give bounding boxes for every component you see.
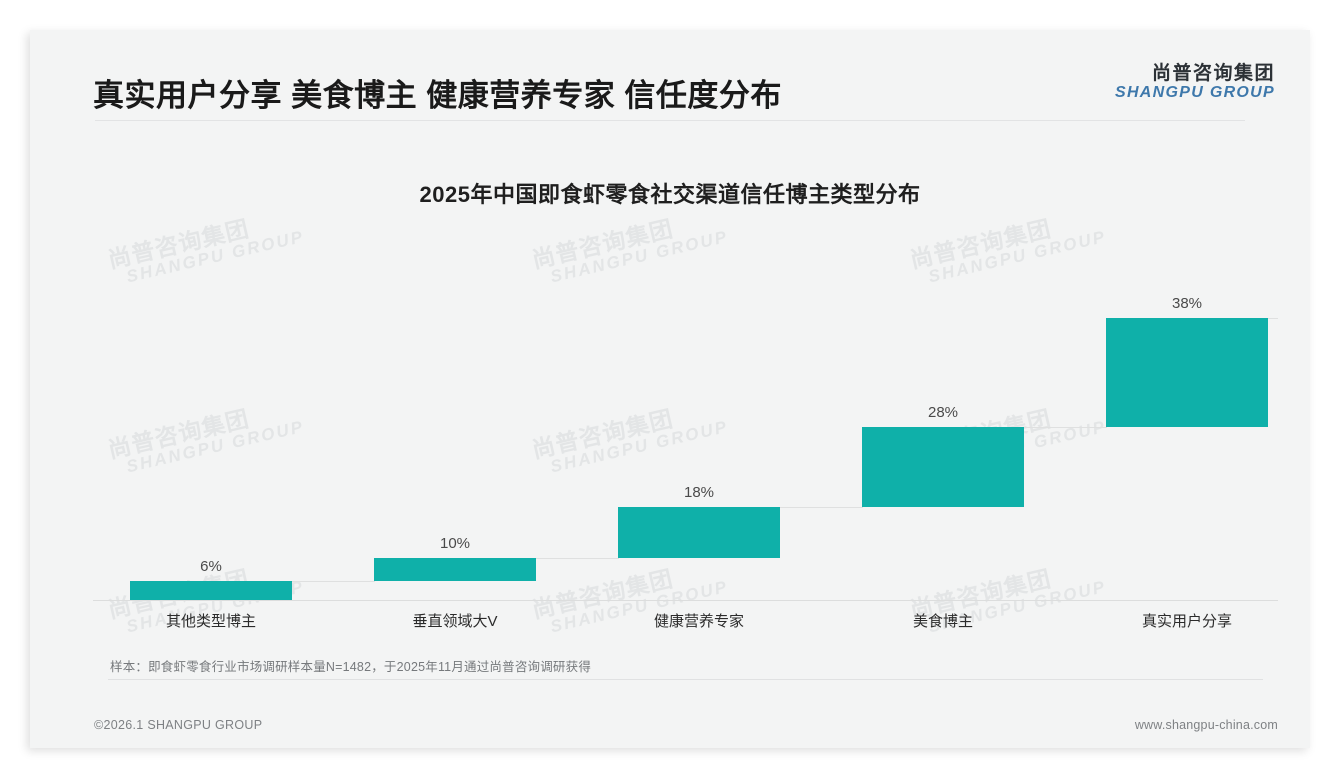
sample-note: 样本：即食虾零食行业市场调研样本量N=1482，于2025年11月通过尚普咨询调… [110,660,592,674]
bar-value-label: 18% [683,484,715,501]
chart-container: 2025年中国即食虾零食社交渠道信任博主类型分布 6% 10% 18% 28% … [30,121,1310,676]
x-axis-line [93,600,1278,601]
brand-logo-en: SHANGPU GROUP [1114,84,1275,102]
note-divider [108,679,1263,680]
header-divider [95,120,1245,121]
waterfall-plot: 6% 10% 18% 28% 38% 其他类型博主 垂直领域大V 健康营养专家 … [30,121,1310,676]
bar-健康营养专家[interactable] [618,507,780,558]
website-link[interactable]: www.shangpu-china.com [1134,718,1278,732]
slide-card: 尚普咨询集团 SHANGPU GROUP 尚普咨询集团 SHANGPU GROU… [30,30,1310,748]
x-axis-label-4: 真实用户分享 [1141,613,1232,630]
x-axis-label-1: 垂直领域大V [412,613,498,630]
bar-value-label: 38% [1171,295,1203,312]
bar-value-label: 6% [200,558,222,575]
bar-真实用户分享[interactable] [1106,318,1268,427]
brand-logo-cn: 尚普咨询集团 [1151,63,1275,84]
copyright-text: ©2026.1 SHANGPU GROUP [94,718,263,732]
slide-header: 真实用户分享 美食博主 健康营养专家 信任度分布 尚普咨询集团 SHANGPU … [30,30,1310,121]
slide-footer: ©2026.1 SHANGPU GROUP www.shangpu-china.… [30,692,1310,748]
bar-value-label: 10% [439,535,471,552]
bar-value-label: 28% [927,404,959,421]
bar-垂直领域大V[interactable] [374,558,536,581]
x-axis-label-0: 其他类型博主 [165,613,256,630]
x-axis-label-3: 美食博主 [912,613,973,630]
brand-logo: 尚普咨询集团 SHANGPU GROUP [1115,63,1275,102]
bar-美食博主[interactable] [862,427,1024,507]
page-title: 真实用户分享 美食博主 健康营养专家 信任度分布 [93,78,782,113]
x-axis-label-2: 健康营养专家 [653,613,744,630]
chart-title: 2025年中国即食虾零食社交渠道信任博主类型分布 [419,182,921,207]
bar-其他类型博主[interactable] [130,581,292,600]
